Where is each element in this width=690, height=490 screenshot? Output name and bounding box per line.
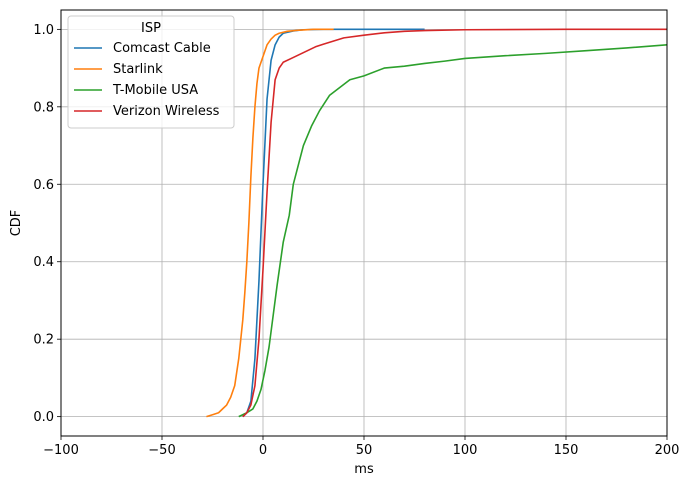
y-tick-label: 0.6 (33, 178, 54, 193)
y-tick-label: 1.0 (33, 23, 54, 38)
series-line-1 (206, 28, 334, 418)
series-line-2 (238, 44, 667, 418)
x-tick-label: 100 (453, 443, 478, 458)
legend-item-label: Comcast Cable (113, 41, 211, 56)
x-tick-label: 50 (356, 443, 373, 458)
legend-title: ISP (141, 21, 161, 36)
y-tick-label: 0.4 (33, 255, 54, 270)
legend-item-label: Verizon Wireless (113, 104, 220, 119)
legend: ISP Comcast Cable Starlink T-Mobile USA Ver… (67, 15, 235, 129)
legend-item-label: T-Mobile USA (112, 83, 198, 98)
x-tick-label: −50 (148, 443, 175, 458)
legend-box (67, 15, 235, 129)
series-line-3 (242, 28, 667, 418)
x-axis-label: ms (354, 462, 374, 477)
legend-item-label: Starlink (113, 62, 163, 77)
x-tick-label: 200 (655, 443, 680, 458)
y-axis-label: CDF (9, 210, 24, 237)
y-tick-label: 0.0 (33, 410, 54, 425)
series-line-0 (242, 28, 425, 418)
y-tick-label: 0.2 (33, 333, 54, 348)
series-lines (206, 28, 667, 418)
y-tick-label: 0.8 (33, 100, 54, 115)
x-tick-label: 0 (259, 443, 267, 458)
x-tick-label: −100 (43, 443, 79, 458)
x-tick-label: 150 (554, 443, 579, 458)
x-axis-ticks: −100 −50 0 50 100 150 200 (43, 436, 679, 458)
y-axis-ticks: 0.0 0.2 0.4 0.6 0.8 1.0 (33, 23, 61, 425)
